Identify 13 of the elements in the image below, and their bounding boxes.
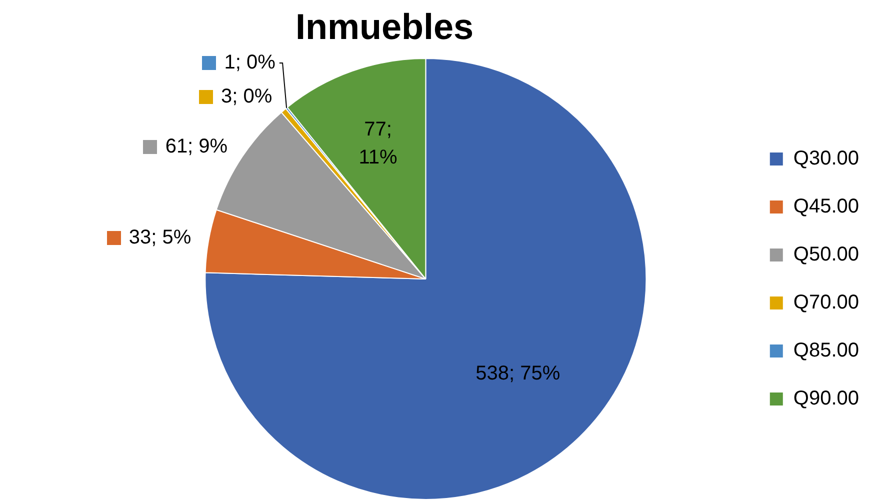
chart-title: Inmuebles (294, 6, 475, 49)
legend-label: Q45.00 (793, 196, 860, 218)
legend-label: Q30.00 (793, 148, 860, 170)
data-label: 3; 0% (221, 85, 272, 108)
data-label: 61; 9% (165, 135, 228, 158)
legend-label: Q70.00 (793, 292, 860, 314)
legend-label: Q90.00 (793, 388, 860, 410)
data-label: 1; 0% (224, 51, 276, 74)
legend-label: Q50.00 (793, 244, 860, 266)
data-label: 538; 75% (476, 362, 560, 384)
data-label: 33; 5% (128, 226, 192, 248)
legend-label: Q85.00 (793, 340, 860, 362)
data-label: 77; 11% (358, 118, 398, 168)
